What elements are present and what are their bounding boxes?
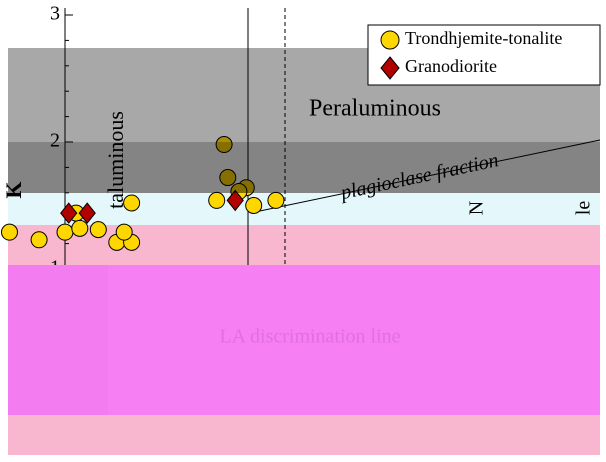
point	[31, 232, 47, 248]
point	[116, 224, 132, 240]
point	[90, 222, 106, 238]
point	[268, 192, 284, 208]
point	[124, 195, 140, 211]
legend-marker	[381, 31, 399, 49]
point	[209, 192, 225, 208]
legend-label: Granodiorite	[405, 56, 497, 76]
band-gray-dark	[8, 142, 600, 193]
band-cyan	[8, 193, 600, 225]
chart: 123KPeraluminoustaluminousplagioclase fr…	[0, 0, 606, 462]
legend-label: Trondhjemite-tonalite	[405, 28, 562, 48]
point	[246, 198, 262, 214]
band-pink-bottom	[8, 415, 600, 455]
point	[2, 224, 18, 240]
y-tick-label: 3	[50, 3, 60, 25]
annotation: N	[466, 201, 488, 215]
point	[72, 220, 88, 236]
point	[57, 224, 73, 240]
annotation: le	[573, 201, 595, 216]
annotation: LA discrimination line	[219, 326, 400, 348]
